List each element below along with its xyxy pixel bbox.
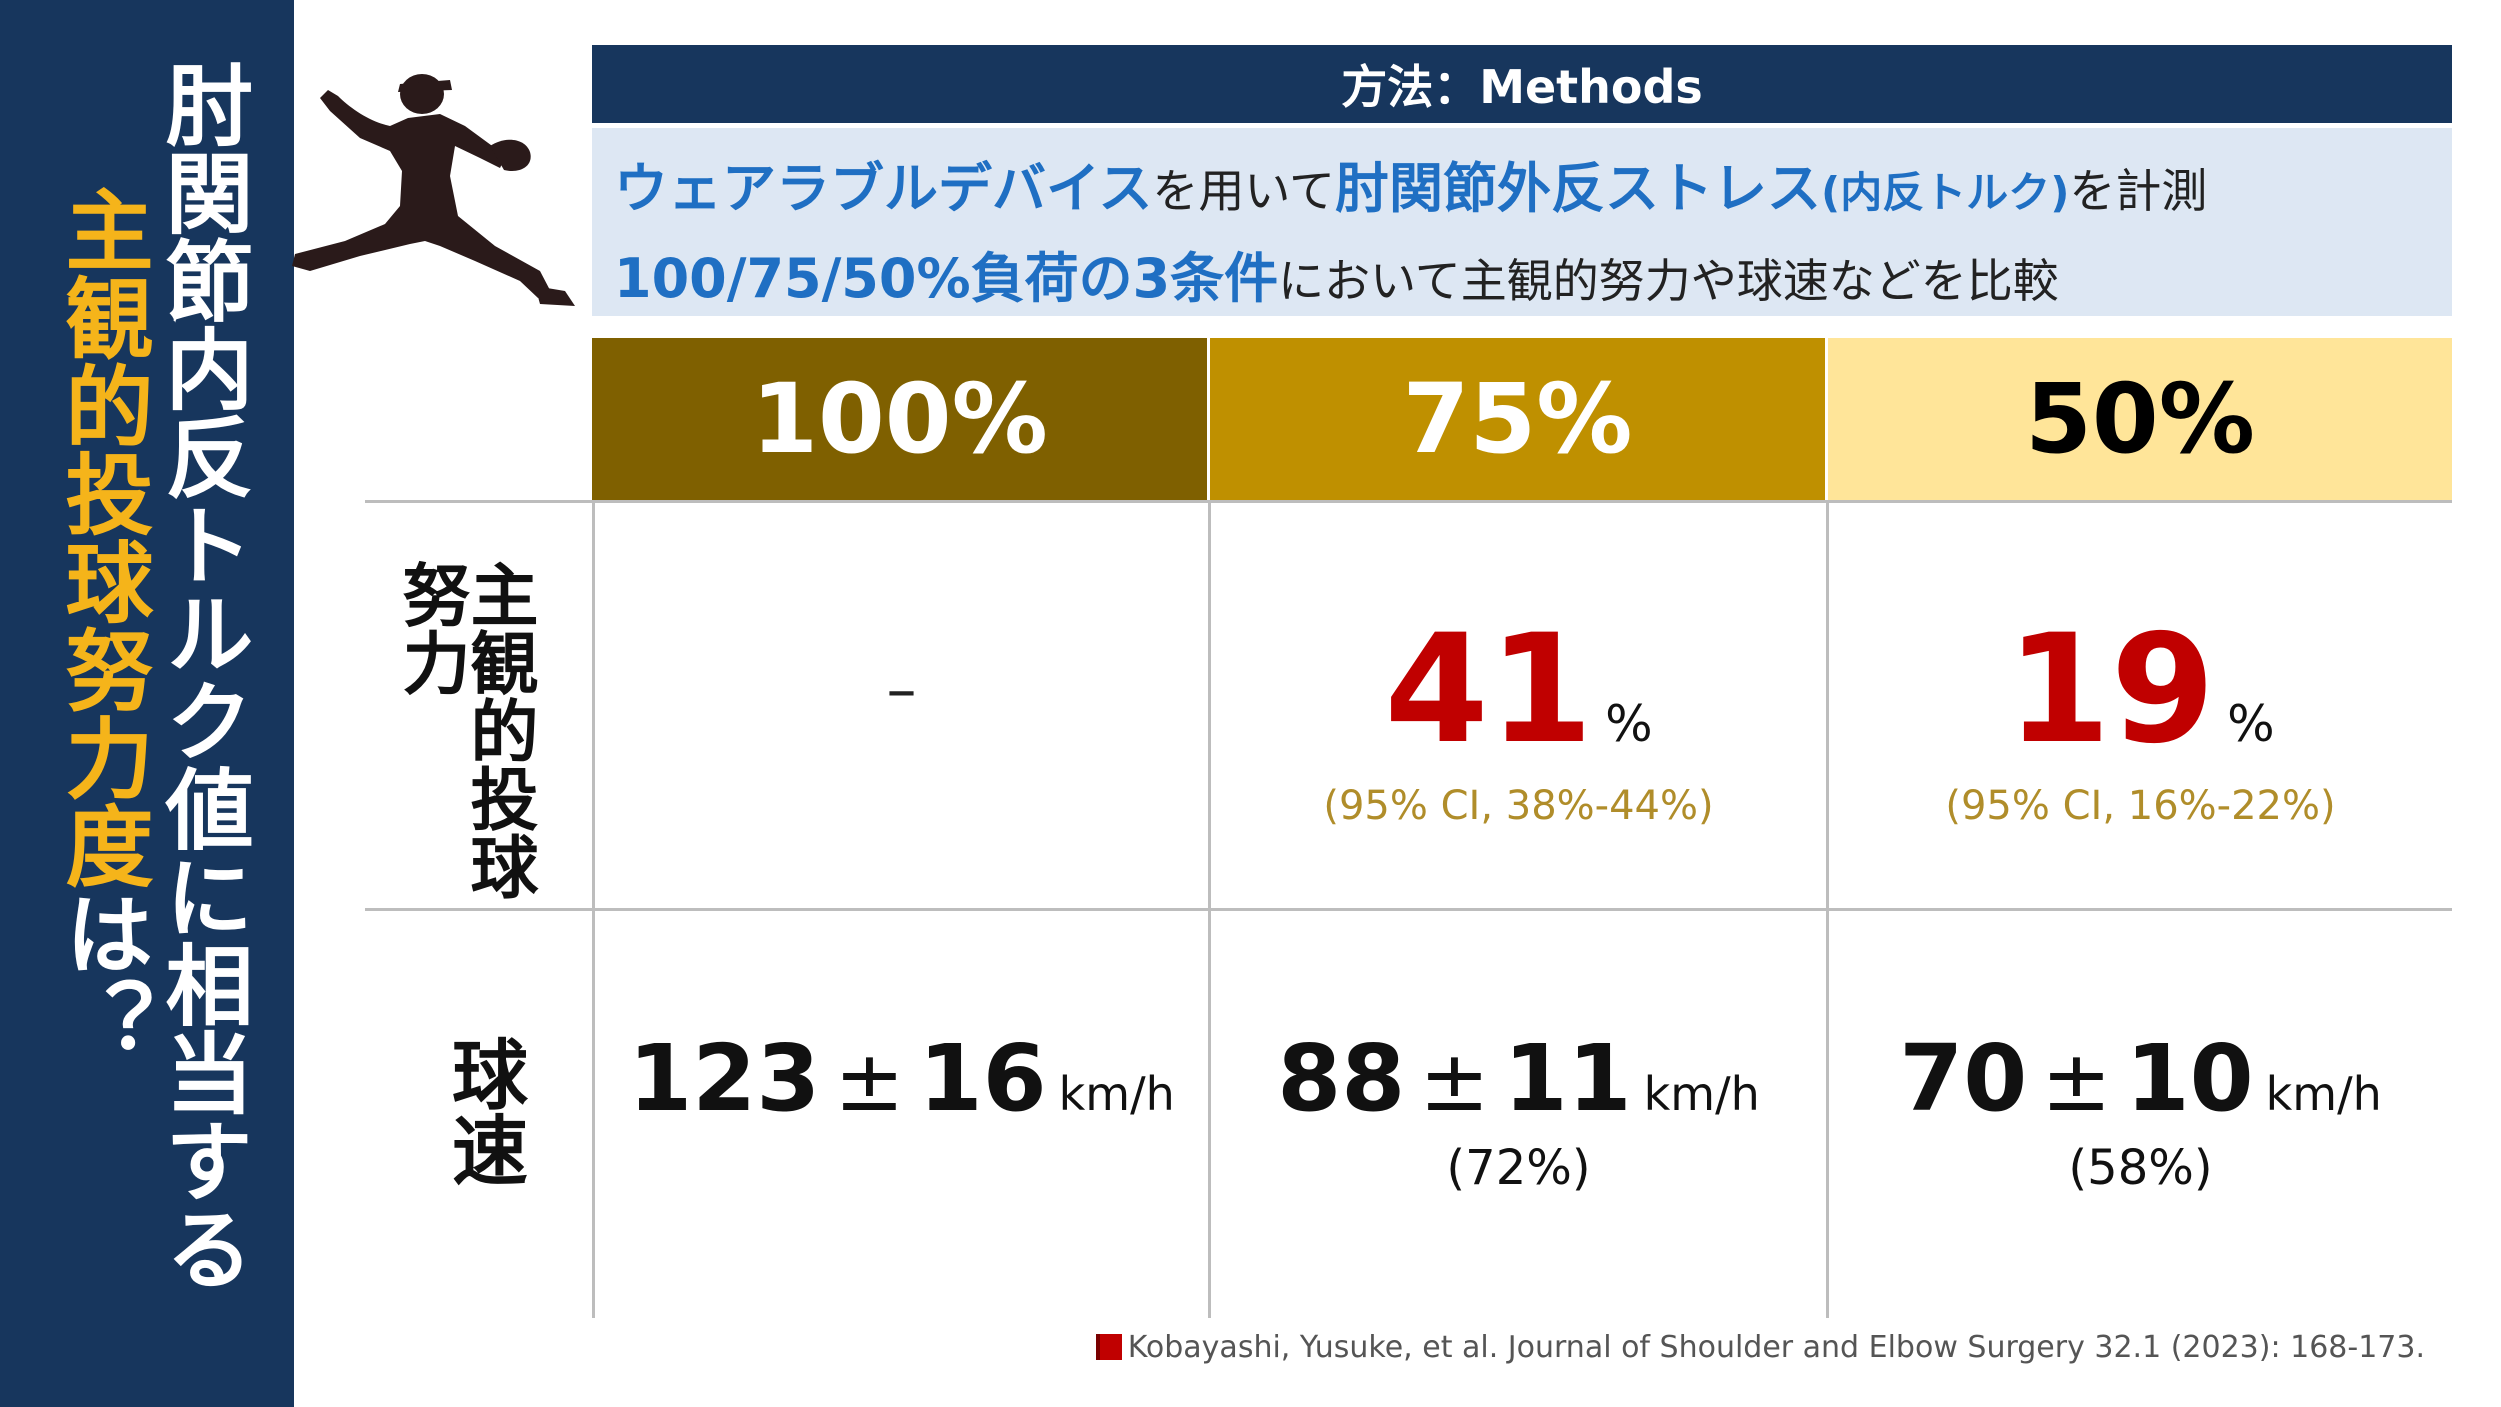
plus-minus: ± [834,1032,905,1130]
methods-text: において主観的努力や球速などを比較 [1278,254,2059,308]
speed-sd-50: 10 [2125,1025,2254,1132]
speed-unit: km/h [1643,1067,1760,1121]
side-title-band: 肘関節内反トルク値に相当する 主観的投球努力度は？ [0,0,294,1407]
speed-rel-50: (58%) [2068,1140,2213,1196]
side-title-line-1: 肘関節内反トルク値に相当する [151,60,254,1292]
effort-cell-75: 41% (95% CI, 38%-44%) [1211,615,1826,829]
speed-unit: km/h [2265,1067,2382,1121]
speed-unit: km/h [1058,1067,1175,1121]
pitcher-silhouette-icon [292,74,575,306]
effort-ci-50: (95% CI, 16%-22%) [1945,783,2336,829]
methods-text: を用いて [1152,164,1336,218]
methods-line-2: 100/75/50%負荷の3条件において主観的努力や球速などを比較 [614,234,2059,313]
speed-mean-50: 70 [1899,1025,2028,1132]
book-icon [1095,1334,1122,1360]
speed-sd-75: 11 [1503,1025,1632,1132]
effort-dash: – [886,655,917,725]
methods-body: ウェアラブルデバイスを用いて肘関節外反ストレス(内反トルク)を計測 100/75… [592,128,2452,316]
speed-cell-50: 70 ±10 km/h (58%) [1829,1025,2452,1196]
row-label-effort: 主観的投球努力 [390,560,537,900]
row-divider [365,500,2452,503]
effort-cell-50: 19% (95% CI, 16%-22%) [1829,615,2452,829]
plus-minus: ± [2041,1032,2112,1130]
methods-header: 方法：Methods [592,45,2452,123]
methods-highlight-conditions: 100/75/50%負荷の3条件 [614,247,1279,310]
speed-mean-100: 123 [628,1025,821,1132]
header-50: 50% [1828,338,2452,500]
reference: Kobayashi, Yusuke, et al. Journal of Sho… [1095,1330,2425,1365]
column-divider [592,500,595,1318]
effort-value-75: 41 [1384,603,1594,777]
speed-mean-75: 88 [1277,1025,1406,1132]
plus-minus: ± [1419,1032,1490,1130]
effort-unit-75: % [1605,695,1653,753]
methods-highlight-stress: 肘関節外反ストレス [1335,157,1822,220]
column-divider [1208,500,1211,1318]
column-divider [1826,500,1829,1318]
speed-cell-75: 88 ±11 km/h (72%) [1211,1025,1826,1196]
speed-cell-100: 123 ±16 km/h [595,1025,1208,1132]
side-title-line-2: 主観的投球努力度は？ [51,185,154,1065]
effort-unit-50: % [2227,695,2275,753]
header-75: 75% [1210,338,1825,500]
effort-cell-100: – [595,655,1208,725]
header-100: 100% [592,338,1207,500]
reference-text: Kobayashi, Yusuke, et al. Journal of Sho… [1127,1330,2425,1365]
effort-value-50: 19 [2006,603,2216,777]
speed-sd-100: 16 [918,1025,1047,1132]
methods-line-1: ウェアラブルデバイスを用いて肘関節外反ストレス(内反トルク)を計測 [614,144,2207,223]
side-title-tail: は？ [51,889,154,1065]
speed-rel-75: (72%) [1446,1140,1591,1196]
effort-ci-75: (95% CI, 38%-44%) [1323,783,1714,829]
methods-highlight-device: ウェアラブルデバイス [614,157,1153,220]
methods-highlight-torque: (内反トルク) [1821,168,2070,217]
row-divider [365,908,2452,911]
methods-text: を計測 [2069,164,2208,218]
side-title-highlight: 主観的投球努力度 [51,185,154,889]
row-label-speed: 球速 [439,1035,528,1187]
